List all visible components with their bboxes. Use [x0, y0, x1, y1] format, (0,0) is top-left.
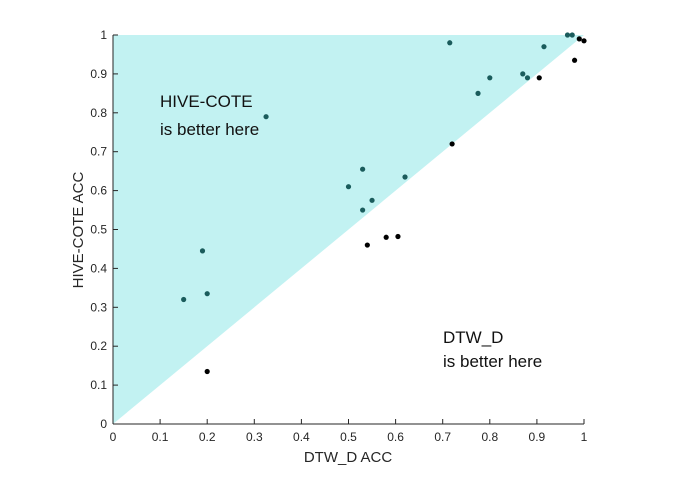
hive-cote-better-region [113, 35, 584, 424]
y-tick-label: 0.8 [90, 106, 107, 120]
data-point [204, 368, 210, 375]
x-tick-label: 0.1 [152, 430, 169, 444]
y-tick-label: 0.1 [90, 378, 107, 392]
upper-region-label-line1: HIVE-COTE [160, 92, 253, 111]
data-point [487, 75, 493, 81]
data-point [181, 296, 187, 303]
data-point [402, 174, 408, 180]
y-axis-label: HIVE-COTE ACC [70, 171, 87, 288]
upper-region-label-line2: is better here [160, 120, 259, 139]
y-tick-label: 1 [100, 28, 107, 42]
x-tick-label: 1 [581, 430, 588, 444]
x-tick-label: 0.3 [246, 430, 263, 444]
y-tick-label: 0.2 [90, 339, 107, 353]
y-tick-label: 0 [100, 417, 107, 431]
x-tick-label: 0 [110, 430, 117, 444]
data-point [360, 166, 366, 172]
lower-region-label-line1: DTW_D [443, 328, 503, 347]
x-tick-label: 0.4 [293, 430, 310, 444]
data-point [345, 184, 352, 190]
y-tick-label: 0.5 [90, 223, 107, 237]
data-point [475, 90, 481, 96]
data-point [447, 40, 453, 46]
axes: 0 0.1 0.2 0.3 0.4 0.5 0.6 0.7 0.8 0.9 1 0 0.1 0.2 0.3 0… [90, 28, 587, 444]
data-point [369, 197, 375, 203]
x-tick-label: 0.6 [387, 430, 404, 444]
data-point [520, 71, 526, 77]
data-point [571, 57, 578, 63]
lower-region-label-line2: is better here [443, 352, 542, 371]
x-axis-label: DTW_D ACC [304, 449, 393, 466]
data-point [536, 75, 542, 81]
y-tick-label: 0.7 [90, 145, 107, 159]
y-tick-label: 0.3 [90, 300, 107, 314]
data-point [524, 75, 531, 81]
x-tick-label: 0.2 [199, 430, 216, 444]
data-point [263, 114, 269, 120]
x-tick-label: 0.8 [481, 430, 498, 444]
x-tick-label: 0.7 [434, 430, 451, 444]
data-point [383, 234, 389, 240]
data-point [541, 44, 547, 50]
data-point [576, 36, 582, 42]
x-tick-label: 0.5 [340, 430, 357, 444]
data-point [395, 233, 401, 240]
data-point [199, 248, 206, 254]
y-tick-label: 0.9 [90, 67, 107, 81]
data-point [449, 141, 455, 147]
data-point [581, 38, 587, 44]
data-point [204, 291, 210, 297]
data-points [181, 32, 587, 375]
data-point [564, 32, 571, 38]
data-point [364, 242, 370, 248]
data-point [569, 32, 575, 38]
data-point [360, 207, 366, 213]
y-tick-label: 0.6 [90, 184, 107, 198]
x-tick-label: 0.9 [529, 430, 546, 444]
y-tick-label: 0.4 [90, 261, 107, 275]
